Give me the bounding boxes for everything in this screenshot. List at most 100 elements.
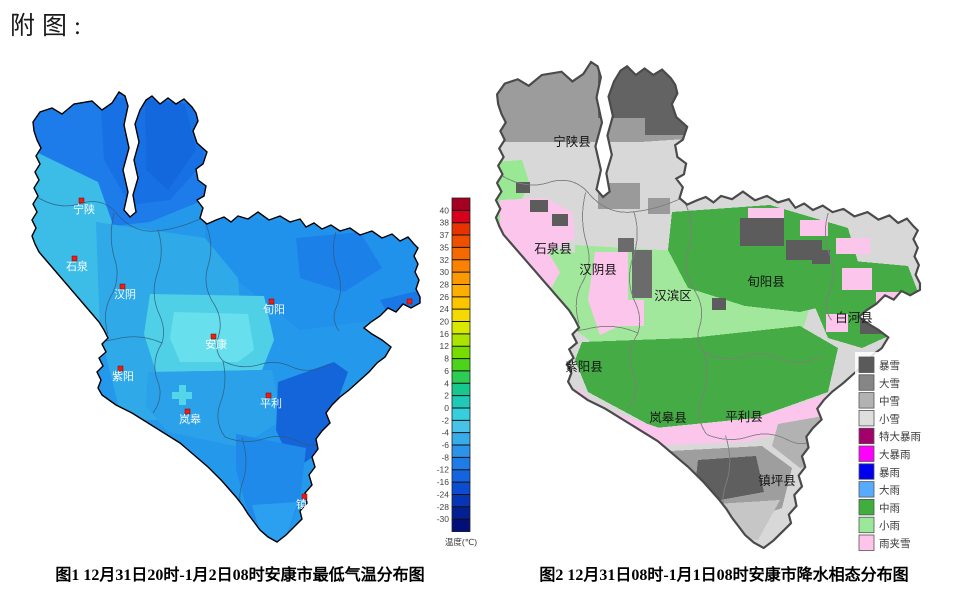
- county-label: 白河县: [835, 310, 873, 325]
- legend-label: 暴雪: [879, 360, 900, 372]
- colorbar-tick-label: -28: [437, 502, 450, 512]
- colorbar-tick-label: 37: [440, 230, 450, 240]
- county-label: 汉滨区: [654, 288, 692, 303]
- legend-swatch: [858, 534, 875, 551]
- colorbar-tick-label: -16: [437, 477, 450, 487]
- legend-swatch: [858, 516, 875, 534]
- county-label: 石泉县: [534, 241, 572, 256]
- legend-label: 雨夹雪: [879, 537, 911, 550]
- station-label: 平利: [260, 397, 282, 410]
- legend-swatch: [858, 445, 875, 462]
- colorbar-tick-label: 28: [440, 279, 450, 289]
- colorbar-tick-label: 40: [440, 205, 450, 215]
- station-marker: [71, 255, 78, 262]
- legend-swatch: [858, 392, 875, 409]
- county-label: 镇坪县: [758, 474, 796, 488]
- colorbar-tick-label: 2: [444, 391, 449, 401]
- colorbar-segment: [452, 395, 470, 409]
- colorbar-tick-label: 38: [440, 218, 450, 228]
- station-label: 安康: [205, 337, 227, 351]
- figure2-caption: 图2 12月31日08时-1月1日08时安康市降水相态分布图: [539, 567, 909, 584]
- colorbar-tick-label: 32: [440, 255, 450, 265]
- station-label: 镇坪: [296, 497, 318, 511]
- colorbar-tick-label: 16: [440, 329, 450, 339]
- station-marker: [78, 197, 85, 204]
- station-marker: [265, 392, 272, 399]
- colorbar-tick-label: 0: [444, 403, 449, 413]
- legend-swatch: [858, 409, 875, 427]
- colorbar-tick-label: 35: [440, 242, 450, 252]
- colorbar-tick-label: -6: [441, 440, 449, 450]
- colorbar-tick-label: 26: [440, 292, 450, 302]
- station-label: 宁陕: [73, 202, 95, 216]
- colorbar-segment: [452, 321, 470, 335]
- station-marker: [268, 298, 275, 305]
- colorbar-tick-label: 12: [440, 341, 450, 351]
- colorbar-tick-label: -2: [441, 415, 449, 425]
- colorbar-segment: [452, 469, 470, 483]
- colorbar-segment: [452, 296, 470, 310]
- station-label: 岚皋: [179, 412, 201, 426]
- colorbar-segment: [452, 198, 470, 211]
- colorbar-segment: [452, 284, 470, 298]
- colorbar-tick-label: -12: [437, 465, 450, 475]
- colorbar-segment: [452, 210, 470, 224]
- colorbar-tick-label: 20: [440, 317, 450, 327]
- station-marker: [184, 408, 191, 415]
- colorbar-segment: [452, 519, 470, 532]
- colorbar-segment: [452, 370, 470, 384]
- colorbar-segment: [452, 333, 470, 347]
- station-label: 汉阴: [114, 288, 136, 301]
- colorbar-tick-label: 6: [444, 366, 449, 376]
- page-title: 附图:: [10, 13, 88, 40]
- station-label: 石泉: [66, 259, 88, 273]
- colorbar-segment: [452, 432, 470, 446]
- county-label: 旬阳县: [747, 275, 785, 289]
- figure1-caption: 图1 12月31日20时-1月2日08时安康市最低气温分布图: [55, 567, 425, 584]
- legend-swatch: [858, 481, 875, 498]
- legend-label: 大雨: [879, 484, 900, 497]
- colorbar-segment: [452, 482, 470, 495]
- colorbar-title: 温度(℃): [445, 537, 477, 547]
- legend-swatch: [858, 356, 875, 373]
- colorbar-segment: [452, 457, 470, 471]
- legend-label: 特大暴雨: [879, 430, 921, 443]
- colorbar-segment: [452, 272, 470, 285]
- county-label: 平利县: [725, 410, 763, 424]
- colorbar-segment: [452, 445, 470, 458]
- legend-label: 中雪: [879, 395, 900, 408]
- colorbar-segment: [452, 420, 470, 434]
- legend-label: 暴雨: [879, 467, 900, 479]
- legend-swatch: [858, 374, 875, 391]
- temperature-colorbar: 40383735323028262420161286420-2-4-6-8-12…: [437, 197, 477, 547]
- station-marker: [210, 333, 217, 340]
- station-label: 紫阳: [112, 370, 134, 383]
- legend-label: 小雨: [879, 520, 900, 532]
- colorbar-tick-label: 8: [444, 354, 449, 364]
- legend-label: 小雪: [879, 413, 900, 425]
- county-label: 岚皋县: [649, 410, 687, 425]
- colorbar-segment: [452, 383, 470, 397]
- colorbar-segment: [452, 259, 470, 273]
- colorbar-segment: [452, 235, 470, 248]
- station-marker: [117, 365, 124, 372]
- colorbar-segment: [452, 346, 470, 360]
- station-marker: [406, 298, 413, 305]
- colorbar-segment: [452, 358, 470, 372]
- legend-label: 大暴雨: [879, 448, 911, 461]
- legend-label: 大雪: [879, 377, 900, 390]
- station-marker: [301, 493, 308, 500]
- colorbar-segment: [452, 222, 470, 236]
- colorbar-tick-label: -4: [441, 428, 449, 438]
- county-label: 紫阳县: [565, 360, 603, 374]
- county-label: 汉阴县: [579, 263, 617, 277]
- colorbar-segment: [452, 309, 470, 323]
- station-label: 旬阳: [263, 303, 285, 316]
- legend-swatch: [858, 427, 875, 445]
